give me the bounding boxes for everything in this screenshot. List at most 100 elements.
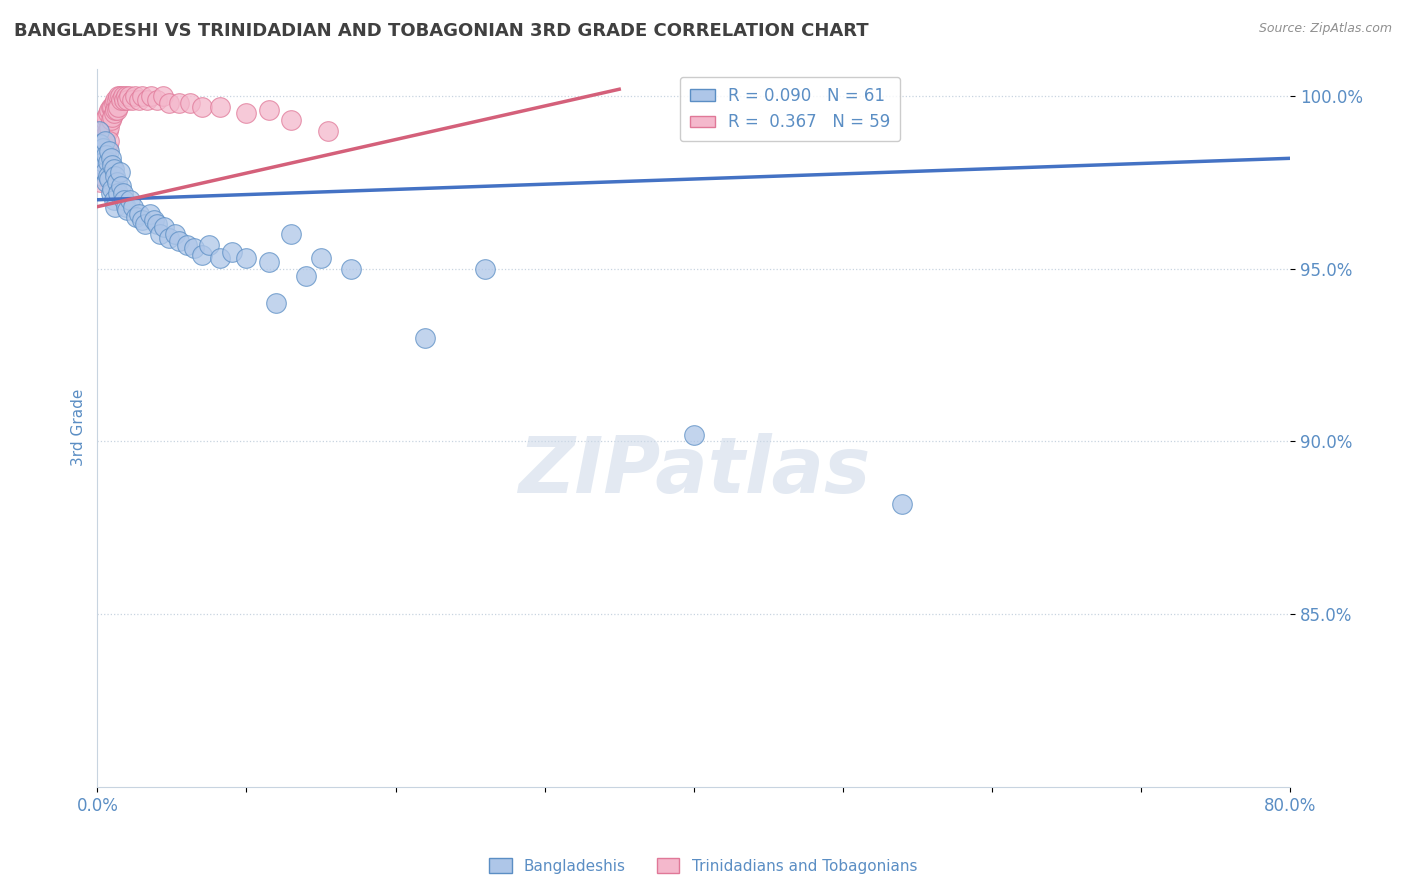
Point	[90, 169, 112, 183]
Point	[169, 96, 191, 111]
Point	[101, 110, 124, 124]
Point	[115, 203, 138, 218]
Point	[101, 158, 124, 172]
Point	[157, 231, 180, 245]
Point	[91, 141, 114, 155]
Point	[115, 93, 138, 107]
Point	[104, 103, 127, 117]
Point	[153, 220, 176, 235]
Point	[105, 103, 128, 117]
Point	[90, 161, 112, 176]
Point	[114, 89, 136, 103]
Point	[96, 127, 118, 141]
Point	[94, 134, 117, 148]
Point	[111, 186, 134, 200]
Point	[183, 241, 205, 255]
Point	[235, 106, 257, 120]
Point	[87, 124, 110, 138]
Point	[105, 176, 128, 190]
Point	[139, 89, 162, 103]
Point	[103, 161, 125, 176]
Point	[128, 206, 150, 220]
Point	[120, 193, 142, 207]
Point	[280, 227, 302, 242]
Point	[100, 113, 122, 128]
Point	[114, 200, 136, 214]
Point	[152, 89, 174, 103]
Point	[179, 96, 201, 111]
Point	[91, 117, 114, 131]
Point	[89, 130, 111, 145]
Point	[96, 145, 118, 159]
Point	[169, 234, 191, 248]
Point	[318, 124, 340, 138]
Point	[891, 497, 914, 511]
Point	[108, 89, 131, 103]
Point	[97, 106, 120, 120]
Point	[221, 244, 243, 259]
Point	[138, 206, 160, 220]
Point	[103, 106, 125, 120]
Point	[149, 227, 172, 242]
Point	[208, 99, 231, 113]
Point	[146, 217, 169, 231]
Point	[264, 296, 287, 310]
Point	[98, 145, 121, 159]
Point	[257, 103, 280, 117]
Point	[100, 151, 122, 165]
Point	[198, 237, 221, 252]
Point	[146, 93, 169, 107]
Point	[105, 93, 128, 107]
Point	[97, 154, 120, 169]
Point	[110, 93, 132, 107]
Point	[89, 176, 111, 190]
Point	[104, 169, 127, 183]
Point	[176, 237, 198, 252]
Text: BANGLADESHI VS TRINIDADIAN AND TOBAGONIAN 3RD GRADE CORRELATION CHART: BANGLADESHI VS TRINIDADIAN AND TOBAGONIA…	[14, 22, 869, 40]
Point	[98, 134, 121, 148]
Point	[103, 193, 125, 207]
Point	[90, 124, 112, 138]
Point	[122, 200, 145, 214]
Point	[94, 113, 117, 128]
Point	[157, 96, 180, 111]
Point	[235, 252, 257, 266]
Point	[101, 99, 124, 113]
Text: Source: ZipAtlas.com: Source: ZipAtlas.com	[1258, 22, 1392, 36]
Point	[415, 331, 437, 345]
Point	[340, 261, 363, 276]
Point	[97, 124, 120, 138]
Point	[112, 93, 135, 107]
Point	[98, 103, 121, 117]
Point	[111, 89, 134, 103]
Y-axis label: 3rd Grade: 3rd Grade	[72, 389, 86, 467]
Point	[91, 158, 114, 172]
Point	[103, 96, 125, 111]
Legend: R = 0.090   N = 61, R =  0.367   N = 59: R = 0.090 N = 61, R = 0.367 N = 59	[679, 77, 900, 141]
Point	[112, 193, 135, 207]
Point	[89, 154, 111, 169]
Point	[90, 145, 112, 159]
Point	[118, 89, 141, 103]
Point	[89, 137, 111, 152]
Point	[91, 154, 114, 169]
Point	[96, 110, 118, 124]
Point	[190, 248, 212, 262]
Point	[309, 252, 332, 266]
Point	[257, 255, 280, 269]
Point	[90, 148, 112, 162]
Point	[94, 134, 117, 148]
Point	[134, 217, 156, 231]
Point	[100, 186, 122, 200]
Point	[97, 169, 120, 183]
Point	[110, 178, 132, 193]
Point	[280, 113, 302, 128]
Point	[97, 141, 120, 155]
Point	[98, 120, 121, 135]
Point	[143, 213, 166, 227]
Point	[295, 268, 318, 283]
Point	[100, 99, 122, 113]
Point	[121, 93, 143, 107]
Point	[98, 172, 121, 186]
Point	[108, 165, 131, 179]
